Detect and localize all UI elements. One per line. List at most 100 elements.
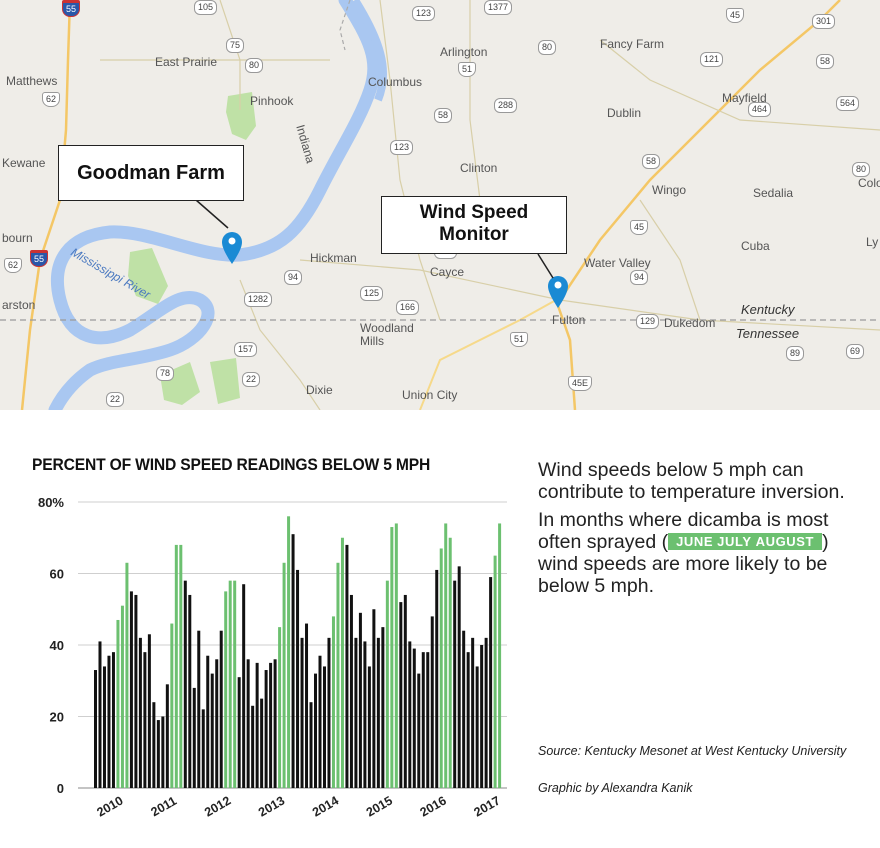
source-note: Source: Kentucky Mesonet at West Kentuck… xyxy=(538,744,847,758)
bar-month xyxy=(246,659,250,788)
bar-month xyxy=(327,637,331,788)
interstate-road xyxy=(20,0,72,410)
bar-month xyxy=(349,594,353,788)
route-shield: 157 xyxy=(234,342,258,357)
bar-summer-month xyxy=(179,544,183,788)
place-bourn: bourn xyxy=(2,231,33,245)
chart-title: PERCENT OF WIND SPEED READINGS BELOW 5 M… xyxy=(32,455,431,474)
place-marston: arston xyxy=(2,298,36,312)
bar-month xyxy=(480,645,484,788)
route-shield: 125 xyxy=(360,286,384,301)
bar-month xyxy=(111,652,115,788)
wind-speed-monitor-callout: Wind Speed Monitor xyxy=(381,196,567,254)
route-shield: 94 xyxy=(284,270,303,285)
place-woodland-mills: Woodland Mills xyxy=(360,321,414,348)
place-arlington: Arlington xyxy=(440,45,488,59)
bar-month xyxy=(367,666,371,788)
bar-summer-month xyxy=(340,537,344,788)
bar-month xyxy=(156,720,160,788)
route-shield: 22 xyxy=(106,392,125,407)
route-shield: 75 xyxy=(226,38,245,53)
bar-summer-month xyxy=(116,619,120,788)
y-tick-label: 60 xyxy=(50,567,64,582)
chart-notes: Wind speeds below 5 mph can contribute t… xyxy=(538,459,873,603)
bar-summer-month xyxy=(170,623,174,788)
bar-month xyxy=(197,630,201,788)
bar-month xyxy=(484,637,488,788)
bar-summer-month xyxy=(287,516,291,788)
bar-month xyxy=(165,684,169,788)
route-shield: 51 xyxy=(510,332,529,347)
place-union-city: Union City xyxy=(402,388,458,402)
bar-summer-month xyxy=(498,523,502,788)
bar-month xyxy=(147,634,151,788)
bar-summer-month xyxy=(233,580,237,788)
bar-month xyxy=(305,623,309,788)
route-shield: 78 xyxy=(156,366,175,381)
bar-summer-month xyxy=(282,562,286,788)
route-shield: 105 xyxy=(194,0,218,15)
bar-month xyxy=(435,569,439,788)
bar-month xyxy=(98,641,102,788)
bar-month xyxy=(152,702,156,788)
y-tick-label: 20 xyxy=(50,710,64,725)
x-tick-label: 2014 xyxy=(310,793,341,819)
bar-summer-month xyxy=(228,580,232,788)
wind-callout-line-1: Wind Speed xyxy=(419,202,529,223)
goodman-callout-pointer xyxy=(195,199,229,229)
mississippi-river-line xyxy=(48,0,381,410)
bar-month xyxy=(138,637,142,788)
route-shield: 62 xyxy=(4,258,23,273)
bar-month xyxy=(107,655,111,788)
route-shield: 121 xyxy=(700,52,724,67)
bar-month xyxy=(417,673,421,788)
bar-summer-month xyxy=(394,523,398,788)
x-tick-label: 2011 xyxy=(149,794,180,820)
route-shield: 1377 xyxy=(484,0,513,15)
bar-month xyxy=(183,580,187,788)
bar-month xyxy=(129,591,133,789)
place-dukedom: Dukedom xyxy=(664,316,716,330)
bar-chart: 0 20 40 60 80% 2010 2011 2012 2013 2014 2015 2016 20… xyxy=(38,495,507,820)
route-shield: 301 xyxy=(812,14,836,29)
x-tick-label: 2010 xyxy=(94,793,125,819)
route-shield: 123 xyxy=(390,140,414,155)
place-columbus: Columbus xyxy=(368,75,423,89)
bar-month xyxy=(94,670,97,788)
bar-month xyxy=(462,630,466,788)
bar-month xyxy=(255,662,259,789)
y-tick-label: 0 xyxy=(57,781,64,796)
bar-month xyxy=(381,627,385,789)
route-shield: 129 xyxy=(636,314,660,329)
wind-monitor-pin-icon xyxy=(548,276,568,308)
route-shield: 58 xyxy=(434,108,453,123)
bar-month xyxy=(322,666,326,788)
bar-summer-month xyxy=(278,627,282,789)
route-shield: 94 xyxy=(630,270,649,285)
bar-month xyxy=(260,698,264,789)
place-sedalia: Sedalia xyxy=(753,186,794,200)
x-tick-label: 2013 xyxy=(256,793,287,819)
route-shield: 45 xyxy=(630,220,649,235)
note-p2-after: ) wind speeds are more likely to be belo… xyxy=(538,531,829,597)
route-shield: 51 xyxy=(458,62,477,77)
place-wingo: Wingo xyxy=(652,183,687,197)
wind-callout-line-2: Monitor xyxy=(439,224,509,245)
route-shield: 80 xyxy=(245,58,264,73)
place-matthews: Matthews xyxy=(6,74,58,88)
bar-summer-month xyxy=(125,562,129,788)
place-fancy-farm: Fancy Farm xyxy=(600,37,665,51)
route-shield: 89 xyxy=(786,346,805,361)
bar-month xyxy=(403,594,407,788)
place-east-prairie: East Prairie xyxy=(155,55,218,69)
wind-callout-pointer xyxy=(537,253,554,279)
bar-month xyxy=(273,659,277,788)
route-shield: 69 xyxy=(846,344,865,359)
bar-month xyxy=(210,673,214,788)
bar-month xyxy=(102,666,106,788)
summer-months-badge: JUNE JULY AUGUST xyxy=(668,533,823,550)
place-dublin: Dublin xyxy=(607,106,642,120)
bar-summer-month xyxy=(390,527,394,788)
park-area xyxy=(128,248,168,304)
note-p2-before: In months where dicamba is most often sp… xyxy=(538,509,829,553)
